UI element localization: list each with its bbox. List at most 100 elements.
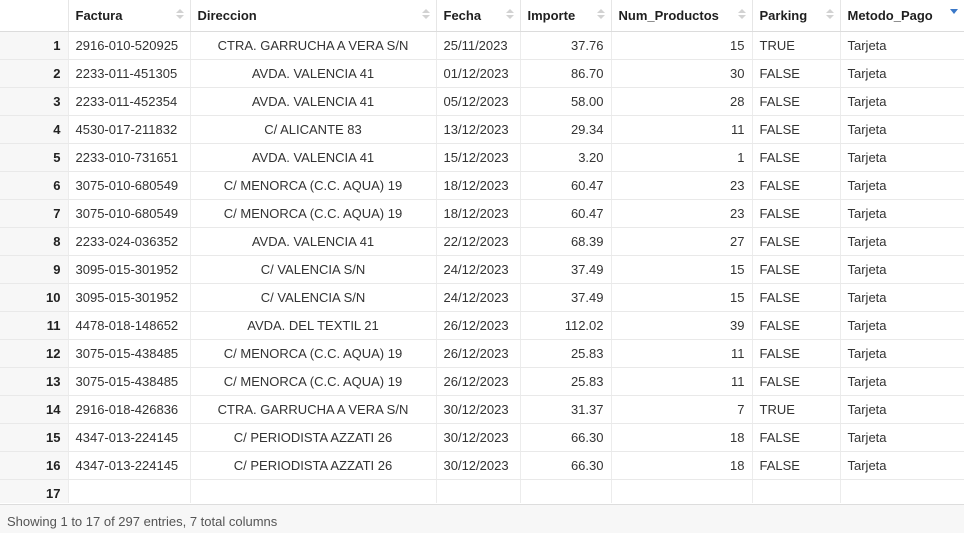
data-grid[interactable]: Factura Direccion Fecha Importe Num_Producto… [0, 0, 964, 503]
column-header-factura[interactable]: Factura [68, 0, 191, 32]
metodo-pago-cell: Tarjeta [840, 367, 964, 396]
metodo-pago-cell: Tarjeta [840, 283, 964, 312]
importe-cell [520, 479, 612, 503]
table-row[interactable]: 3 2233-011-452354 AVDA. VALENCIA 41 05/12/2… [0, 87, 964, 116]
table-row[interactable]: 2 2233-011-451305 AVDA. VALENCIA 41 01/12/2… [0, 59, 964, 88]
row-index: 3 [0, 87, 69, 116]
direccion-cell: C/ PERIODISTA AZZATI 26 [190, 423, 437, 452]
direccion-cell: C/ MENORCA (C.C. AQUA) 19 [190, 339, 437, 368]
parking-cell: FALSE [752, 59, 841, 88]
parking-cell: FALSE [752, 87, 841, 116]
status-bar: Showing 1 to 17 of 297 entries, 7 total … [0, 504, 964, 533]
column-header-label: Num_Productos [618, 7, 719, 23]
table-row[interactable]: 10 3095-015-301952 C/ VALENCIA S/N 24/12/20… [0, 283, 964, 312]
column-header-label: Metodo_Pago [847, 7, 933, 23]
column-header-metodo_pago[interactable]: Metodo_Pago [840, 0, 964, 32]
factura-cell: 3095-015-301952 [68, 283, 191, 312]
parking-cell: FALSE [752, 367, 841, 396]
row-index: 15 [0, 423, 69, 452]
table-row[interactable]: 5 2233-010-731651 AVDA. VALENCIA 41 15/12/2… [0, 143, 964, 172]
importe-cell: 31.37 [520, 395, 612, 424]
column-header-label: Importe [527, 7, 576, 23]
num-productos-cell: 15 [611, 255, 753, 284]
row-index: 9 [0, 255, 69, 284]
num-productos-cell: 30 [611, 59, 753, 88]
metodo-pago-cell: Tarjeta [840, 311, 964, 340]
column-header-direccion[interactable]: Direccion [190, 0, 437, 32]
column-header-parking[interactable]: Parking [752, 0, 841, 32]
factura-cell: 4347-013-224145 [68, 451, 191, 480]
table-row[interactable]: 17 [0, 479, 964, 503]
parking-cell: FALSE [752, 171, 841, 200]
parking-cell: FALSE [752, 451, 841, 480]
sort-descending-icon[interactable] [949, 9, 958, 21]
parking-cell: FALSE [752, 423, 841, 452]
column-header-label: Parking [759, 7, 808, 23]
row-index: 14 [0, 395, 69, 424]
table-row[interactable]: 6 3075-010-680549 C/ MENORCA (C.C. AQUA) 1… [0, 171, 964, 200]
sort-icon[interactable] [175, 9, 184, 21]
num-productos-cell: 28 [611, 87, 753, 116]
table-row[interactable]: 9 3095-015-301952 C/ VALENCIA S/N 24/12/202… [0, 255, 964, 284]
metodo-pago-cell: Tarjeta [840, 199, 964, 228]
direccion-cell: C/ MENORCA (C.C. AQUA) 19 [190, 199, 437, 228]
table-row[interactable]: 11 4478-018-148652 AVDA. DEL TEXTIL 21 26/1… [0, 311, 964, 340]
fecha-cell: 18/12/2023 [436, 171, 521, 200]
column-header-label: Direccion [197, 7, 257, 23]
num-productos-cell: 15 [611, 283, 753, 312]
fecha-cell: 18/12/2023 [436, 199, 521, 228]
metodo-pago-cell: Tarjeta [840, 395, 964, 424]
sort-icon[interactable] [825, 9, 834, 21]
importe-cell: 68.39 [520, 227, 612, 256]
direccion-cell: AVDA. VALENCIA 41 [190, 59, 437, 88]
column-header-importe[interactable]: Importe [520, 0, 612, 32]
factura-cell: 3095-015-301952 [68, 255, 191, 284]
num-productos-cell [611, 479, 753, 503]
metodo-pago-cell: Tarjeta [840, 423, 964, 452]
table-row[interactable]: 8 2233-024-036352 AVDA. VALENCIA 41 22/12/2… [0, 227, 964, 256]
importe-cell: 3.20 [520, 143, 612, 172]
direccion-cell [190, 479, 437, 503]
metodo-pago-cell: Tarjeta [840, 143, 964, 172]
direccion-cell: CTRA. GARRUCHA A VERA S/N [190, 395, 437, 424]
sort-icon[interactable] [596, 9, 605, 21]
sort-icon[interactable] [737, 9, 746, 21]
num-productos-cell: 18 [611, 423, 753, 452]
table-row[interactable]: 12 3075-015-438485 C/ MENORCA (C.C. AQUA) … [0, 339, 964, 368]
num-productos-cell: 39 [611, 311, 753, 340]
factura-cell: 3075-015-438485 [68, 339, 191, 368]
table-row[interactable]: 14 2916-018-426836 CTRA. GARRUCHA A VERA S… [0, 395, 964, 424]
factura-cell: 2233-011-451305 [68, 59, 191, 88]
importe-cell: 29.34 [520, 115, 612, 144]
table-body: 1 2916-010-520925 CTRA. GARRUCHA A VERA S/… [0, 31, 964, 503]
num-productos-cell: 15 [611, 31, 753, 60]
importe-cell: 66.30 [520, 423, 612, 452]
factura-cell: 3075-010-680549 [68, 171, 191, 200]
parking-cell: FALSE [752, 143, 841, 172]
fecha-cell: 05/12/2023 [436, 87, 521, 116]
parking-cell: FALSE [752, 199, 841, 228]
direccion-cell: AVDA. VALENCIA 41 [190, 143, 437, 172]
num-productos-cell: 23 [611, 171, 753, 200]
column-header-fecha[interactable]: Fecha [436, 0, 521, 32]
direccion-cell: AVDA. VALENCIA 41 [190, 87, 437, 116]
direccion-cell: C/ VALENCIA S/N [190, 283, 437, 312]
row-index: 13 [0, 367, 69, 396]
table-row[interactable]: 15 4347-013-224145 C/ PERIODISTA AZZATI 26… [0, 423, 964, 452]
fecha-cell: 30/12/2023 [436, 451, 521, 480]
parking-cell: FALSE [752, 339, 841, 368]
importe-cell: 112.02 [520, 311, 612, 340]
table-row[interactable]: 13 3075-015-438485 C/ MENORCA (C.C. AQUA) … [0, 367, 964, 396]
table-row[interactable]: 16 4347-013-224145 C/ PERIODISTA AZZATI 26… [0, 451, 964, 480]
direccion-cell: C/ VALENCIA S/N [190, 255, 437, 284]
row-index: 1 [0, 31, 69, 60]
table-row[interactable]: 1 2916-010-520925 CTRA. GARRUCHA A VERA S/… [0, 31, 964, 60]
column-header-num_productos[interactable]: Num_Productos [611, 0, 753, 32]
direccion-cell: AVDA. DEL TEXTIL 21 [190, 311, 437, 340]
sort-icon[interactable] [421, 9, 430, 21]
sort-icon[interactable] [505, 9, 514, 21]
parking-cell: TRUE [752, 31, 841, 60]
table-row[interactable]: 4 4530-017-211832 C/ ALICANTE 83 13/12/2023… [0, 115, 964, 144]
table-row[interactable]: 7 3075-010-680549 C/ MENORCA (C.C. AQUA) 1… [0, 199, 964, 228]
parking-cell: TRUE [752, 395, 841, 424]
